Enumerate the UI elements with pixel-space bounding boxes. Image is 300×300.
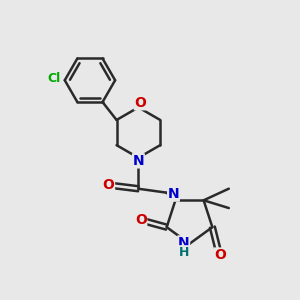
Text: N: N [168, 187, 179, 201]
Text: O: O [103, 178, 115, 192]
Text: O: O [134, 96, 146, 110]
Text: H: H [178, 246, 189, 259]
Text: O: O [214, 248, 226, 262]
Text: N: N [133, 154, 144, 168]
Text: Cl: Cl [47, 72, 61, 85]
Text: N: N [178, 236, 190, 250]
Text: O: O [135, 213, 147, 227]
